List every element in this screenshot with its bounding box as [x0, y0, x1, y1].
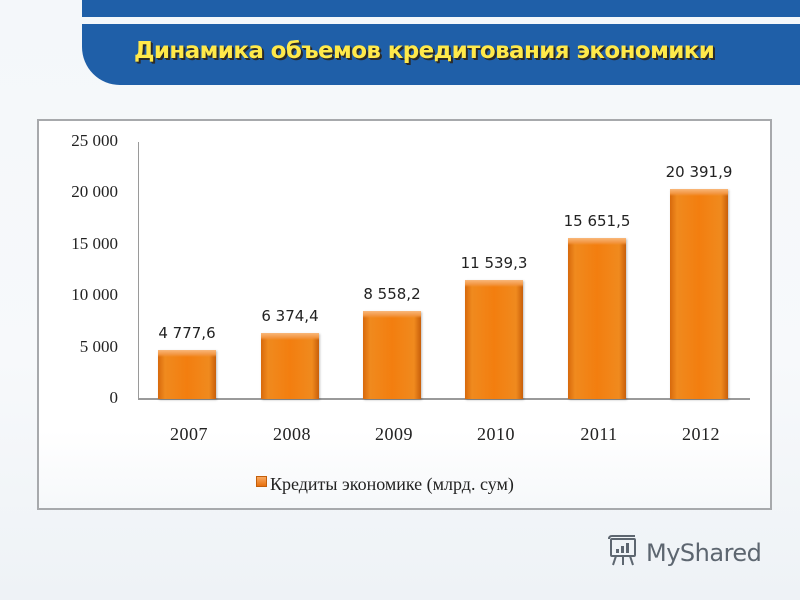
bar-2010	[465, 280, 523, 399]
data-label-2011: 15 651,5	[563, 212, 631, 231]
x-axis-line	[138, 398, 750, 400]
y-axis-line	[138, 142, 139, 399]
header-top-band	[82, 0, 800, 17]
legend-label: Кредиты экономике (млрд. сум)	[270, 473, 514, 494]
bar-2012	[670, 189, 728, 399]
y-tick-label: 15 000	[71, 233, 118, 253]
x-tick-label: 2011	[580, 424, 618, 444]
data-label-2012: 20 391,9	[665, 163, 733, 182]
x-tick-label: 2012	[682, 424, 720, 444]
chart-legend: Кредиты экономике (млрд. сум)	[256, 474, 514, 494]
watermark-text: MyShared	[646, 539, 762, 567]
bar-2007	[158, 349, 216, 399]
y-tick-label: 10 000	[71, 285, 118, 305]
x-tick-label: 2007	[170, 424, 208, 444]
bar-2009	[363, 311, 421, 399]
data-label-2007: 4 777,6	[158, 323, 216, 342]
watermark-logo: MyShared	[606, 534, 762, 573]
page-title: Динамика объемов кредитования экономики	[134, 38, 715, 64]
bar-2011	[568, 238, 626, 399]
presentation-board-icon	[606, 534, 640, 573]
y-tick-label: 0	[109, 388, 119, 407]
data-label-2010: 11 539,3	[460, 254, 528, 273]
y-tick-label: 25 000	[71, 131, 118, 150]
y-tick-label: 5 000	[79, 336, 118, 356]
x-tick-label: 2009	[375, 424, 413, 444]
header-banner	[82, 24, 800, 85]
data-label-2009: 8 558,2	[363, 285, 421, 304]
x-tick-label: 2010	[477, 424, 515, 444]
data-label-2008: 6 374,4	[261, 307, 319, 326]
x-tick-label: 2008	[273, 424, 311, 444]
legend-swatch-icon	[256, 475, 267, 487]
y-tick-label: 20 000	[71, 182, 118, 202]
bar-2008	[261, 333, 319, 399]
